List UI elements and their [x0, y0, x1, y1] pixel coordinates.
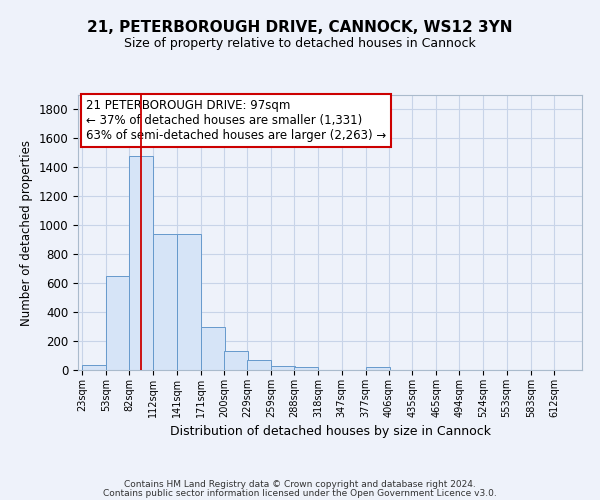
Bar [200, 328, 224, 370]
Bar [224, 351, 248, 370]
Bar [295, 367, 319, 370]
Y-axis label: Number of detached properties: Number of detached properties [20, 140, 33, 326]
Bar [271, 366, 295, 370]
Text: Contains HM Land Registry data © Crown copyright and database right 2024.: Contains HM Land Registry data © Crown c… [124, 480, 476, 489]
Bar [154, 234, 178, 370]
Bar [82, 365, 106, 370]
Text: Size of property relative to detached houses in Cannock: Size of property relative to detached ho… [124, 38, 476, 51]
Bar [365, 367, 389, 370]
Bar [129, 156, 154, 370]
Text: 21 PETERBOROUGH DRIVE: 97sqm
← 37% of detached houses are smaller (1,331)
63% of: 21 PETERBOROUGH DRIVE: 97sqm ← 37% of de… [86, 99, 386, 142]
X-axis label: Distribution of detached houses by size in Cannock: Distribution of detached houses by size … [170, 426, 491, 438]
Text: Contains public sector information licensed under the Open Government Licence v3: Contains public sector information licen… [103, 488, 497, 498]
Bar [247, 360, 271, 370]
Text: 21, PETERBOROUGH DRIVE, CANNOCK, WS12 3YN: 21, PETERBOROUGH DRIVE, CANNOCK, WS12 3Y… [87, 20, 513, 35]
Bar [176, 234, 200, 370]
Bar [106, 276, 130, 370]
